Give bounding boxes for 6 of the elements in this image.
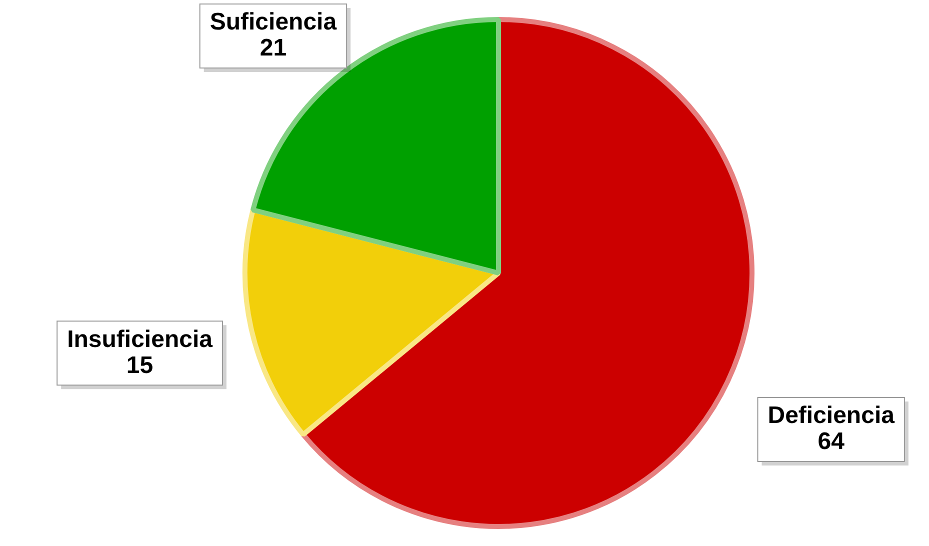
slice-label: Deficiencia xyxy=(768,402,896,430)
data-label: 21 xyxy=(260,34,287,62)
data-label: 15 xyxy=(126,352,154,379)
slice-label: Suficiencia xyxy=(210,8,338,36)
data-label: 64 xyxy=(818,428,846,456)
slice-label: Insuficiencia xyxy=(67,326,214,353)
